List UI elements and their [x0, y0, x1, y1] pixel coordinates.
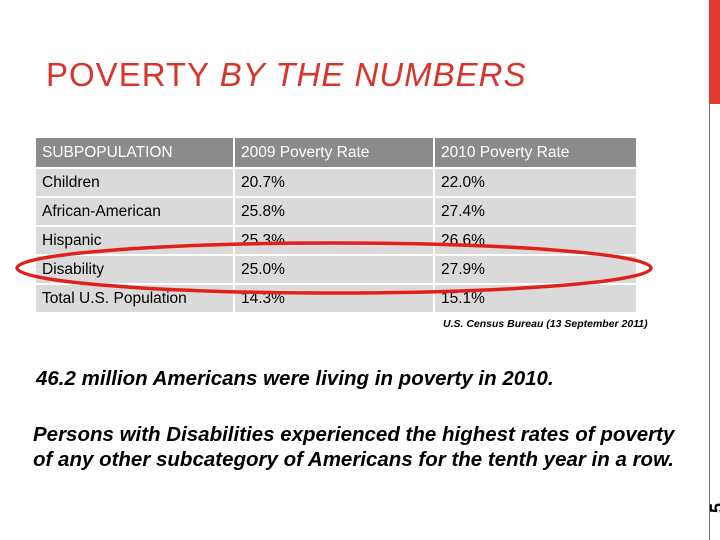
header-subpopulation: SUBPOPULATION: [36, 138, 235, 169]
subpopulation-cell: African-American: [36, 197, 235, 227]
rate-2009-cell: 25.3%: [234, 226, 435, 256]
subpopulation-cell: Children: [36, 168, 235, 198]
accent-bar: [709, 0, 720, 104]
rate-2009-cell: 25.8%: [234, 197, 435, 227]
statement-disabilities: Persons with Disabilities experienced th…: [33, 423, 675, 471]
subpopulation-cell: Hispanic: [36, 226, 235, 256]
table-row: African-American 25.8% 27.4%: [36, 197, 636, 227]
table-row: Total U.S. Population 14.3% 15.1%: [36, 284, 636, 314]
rate-2010-cell: 15.1%: [434, 284, 636, 314]
header-2010-rate: 2010 Poverty Rate: [434, 138, 636, 169]
header-2009-rate: 2009 Poverty Rate: [234, 138, 435, 169]
rate-2010-cell: 26.6%: [434, 226, 636, 256]
table-row-highlighted: Disability 25.0% 27.9%: [36, 255, 636, 285]
side-divider-line: [709, 104, 710, 540]
title-plain: POVERTY: [46, 56, 220, 93]
rate-2009-cell: 14.3%: [234, 284, 435, 314]
rate-2010-cell: 27.4%: [434, 197, 636, 227]
table-row: Children 20.7% 22.0%: [36, 168, 636, 198]
source-citation: U.S. Census Bureau (13 September 2011): [443, 318, 648, 330]
title-italic: BY THE NUMBERS: [219, 56, 527, 93]
subpopulation-cell: Total U.S. Population: [36, 284, 235, 314]
rate-2010-cell: 27.9%: [434, 255, 636, 285]
poverty-rate-table: SUBPOPULATION 2009 Poverty Rate 2010 Pov…: [36, 138, 636, 314]
rate-2009-cell: 25.0%: [234, 255, 435, 285]
subpopulation-cell: Disability: [36, 255, 235, 285]
slide-title: POVERTY BY THE NUMBERS: [46, 56, 526, 94]
rate-2009-cell: 20.7%: [234, 168, 435, 198]
statement-total-americans: 46.2 million Americans were living in po…: [36, 367, 554, 390]
table-row: Hispanic 25.3% 26.6%: [36, 226, 636, 256]
slide-number: 5: [707, 488, 720, 528]
table-header-row: SUBPOPULATION 2009 Poverty Rate 2010 Pov…: [36, 138, 636, 169]
rate-2010-cell: 22.0%: [434, 168, 636, 198]
